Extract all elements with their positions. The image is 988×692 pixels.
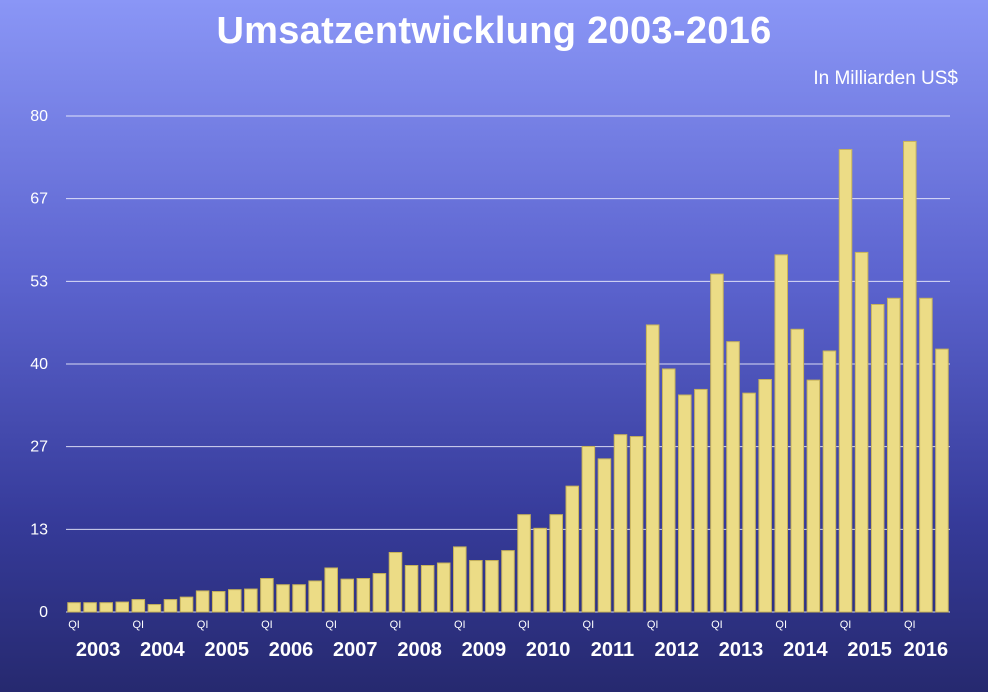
quarter-label: QI — [454, 619, 466, 631]
bar — [485, 560, 499, 613]
y-tick-label: 0 — [39, 604, 48, 621]
bar — [694, 388, 708, 613]
bar — [308, 580, 322, 613]
bar — [501, 550, 515, 613]
quarter-label: QI — [775, 619, 787, 631]
bar — [854, 251, 869, 613]
bar — [83, 602, 97, 613]
y-tick-label: 13 — [30, 521, 48, 538]
bar — [163, 599, 178, 613]
quarter-label: QI — [197, 619, 209, 631]
bar — [195, 590, 210, 613]
bar — [340, 578, 355, 613]
bar — [678, 394, 692, 613]
bar — [645, 324, 660, 613]
unit-label: In Milliarden US$ — [813, 68, 958, 89]
quarter-label: QI — [904, 619, 916, 631]
bar — [533, 527, 547, 613]
bar — [420, 565, 435, 613]
bar — [99, 602, 113, 613]
quarter-label: QI — [261, 619, 273, 631]
year-label: 2005 — [204, 639, 249, 661]
bar — [227, 589, 242, 613]
quarter-label: QI — [390, 619, 402, 631]
y-tick-label: 27 — [30, 439, 48, 456]
year-label: 2014 — [783, 639, 828, 661]
bar — [147, 604, 162, 613]
bar — [742, 392, 756, 613]
quarter-label: QI — [583, 619, 595, 631]
quarter-label: QI — [518, 619, 530, 631]
bar — [388, 551, 403, 613]
y-tick-label: 53 — [30, 273, 48, 290]
bar — [276, 584, 290, 613]
bars — [67, 140, 949, 613]
quarter-label: QI — [325, 619, 337, 631]
year-label: 2015 — [847, 639, 892, 661]
bar — [67, 602, 81, 613]
bar — [436, 562, 451, 613]
bar — [935, 348, 949, 613]
chart-title: Umsatzentwicklung 2003-2016 — [216, 10, 772, 52]
year-label: 2012 — [655, 639, 700, 661]
bar — [822, 350, 837, 613]
x-axis-labels: QI 2003 QI 2004 QI 2005 QI 2006 QI 2007 QI 2008 QI 20… — [68, 619, 948, 661]
bar — [870, 303, 885, 613]
bar — [886, 297, 901, 613]
bar — [244, 588, 258, 613]
year-label: 2011 — [591, 639, 634, 661]
bar — [629, 436, 644, 613]
bar — [324, 567, 338, 613]
bar — [613, 434, 628, 613]
quarter-label: QI — [68, 619, 80, 631]
bar — [211, 591, 226, 613]
bar — [806, 379, 821, 613]
bar — [790, 328, 805, 613]
year-label: 2016 — [904, 639, 949, 661]
bar — [469, 560, 483, 613]
year-label: 2008 — [397, 639, 442, 661]
y-tick-label: 40 — [30, 356, 48, 373]
bar — [661, 368, 676, 613]
year-label: 2010 — [526, 639, 571, 661]
bar — [597, 458, 612, 613]
bar — [581, 445, 596, 613]
bar — [726, 341, 740, 613]
bar — [565, 485, 580, 613]
year-label: 2013 — [719, 639, 764, 661]
quarter-label: QI — [647, 619, 659, 631]
bar — [774, 254, 789, 613]
bar — [919, 297, 933, 613]
bar — [903, 140, 917, 613]
year-label: 2004 — [140, 639, 185, 661]
bar — [453, 546, 467, 613]
year-label: 2006 — [269, 639, 314, 661]
bar — [404, 565, 419, 613]
bar — [710, 273, 724, 613]
bar — [758, 379, 772, 613]
bar — [179, 596, 194, 613]
bar — [356, 578, 371, 613]
bar — [115, 601, 130, 613]
bar — [549, 514, 563, 613]
year-label: 2007 — [333, 639, 378, 661]
year-label: 2003 — [76, 639, 121, 661]
year-label: 2009 — [462, 639, 507, 661]
bar — [838, 148, 853, 613]
bar — [517, 514, 531, 613]
bar — [292, 584, 306, 613]
bar — [372, 573, 387, 613]
y-tick-label: 80 — [30, 108, 48, 125]
quarter-label: QI — [133, 619, 145, 631]
quarter-label: QI — [840, 619, 852, 631]
bar — [131, 599, 146, 613]
quarter-label: QI — [711, 619, 723, 631]
y-tick-label: 67 — [30, 191, 48, 208]
y-axis-ticks: 0 13 27 40 53 67 80 — [30, 108, 48, 621]
bar — [260, 578, 274, 613]
